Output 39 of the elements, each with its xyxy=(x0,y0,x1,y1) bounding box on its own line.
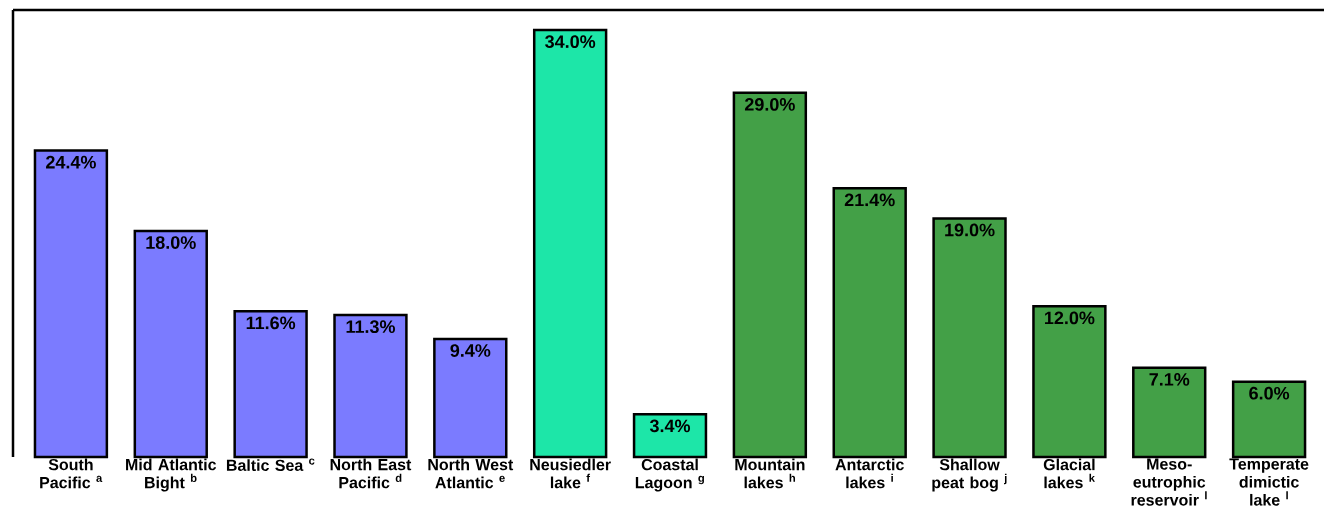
data-label: 11.3% xyxy=(346,320,395,334)
data-label: 9.4% xyxy=(450,344,491,357)
x-tick-label: Coastal Lagoon $^{g}$ xyxy=(635,458,704,492)
data-label: 29.0% xyxy=(744,98,795,111)
bar xyxy=(1231,380,1307,459)
x-tick-label: Glacial lakes $^{k}$ xyxy=(1043,458,1095,489)
bar xyxy=(732,91,808,459)
x-tick-label: Temperate dimictic lake $^{l}$ xyxy=(1229,458,1309,506)
bar xyxy=(333,313,408,459)
bar xyxy=(1132,366,1207,459)
x-tick-label: Meso-eutrophic reservoir $^{l}$ xyxy=(1131,458,1207,506)
x-tick-label: North West Atlantic $^{e}$ xyxy=(428,458,514,489)
bar xyxy=(532,28,608,459)
data-label: 6.0% xyxy=(1249,386,1290,400)
data-label: 3.4% xyxy=(649,419,691,433)
bar xyxy=(832,187,907,459)
data-label: 18.0% xyxy=(146,236,196,249)
data-label: 34.0% xyxy=(545,35,596,49)
data-label: 12.0% xyxy=(1045,311,1095,325)
bar xyxy=(1032,305,1107,459)
bar xyxy=(632,413,708,459)
bar xyxy=(433,337,508,459)
data-label: 24.4% xyxy=(46,155,96,169)
x-tick-label: Neusiedler lake $^{f}$ xyxy=(530,458,611,489)
x-tick-label: Baltic Sea $^{c}$ xyxy=(226,458,315,471)
x-tick-label: North East Pacific $^{d}$ xyxy=(330,458,412,489)
data-label: 21.4% xyxy=(844,193,895,207)
x-tick-label: Shallow peat bog $^{j}$ xyxy=(932,458,1007,492)
x-tick-label: Mountain lakes $^{h}$ xyxy=(735,458,805,489)
x-tick-label: South Pacific $^{a}$ xyxy=(40,458,103,489)
bar xyxy=(932,217,1007,459)
bar xyxy=(33,149,109,459)
x-tick-label: Antarctic lakes $^{i}$ xyxy=(835,458,904,489)
bar xyxy=(233,310,308,459)
x-tick-label: Mid Atlantic Bight $^{b}$ xyxy=(126,458,217,492)
data-label: 19.0% xyxy=(945,223,995,237)
data-label: 7.1% xyxy=(1149,373,1190,386)
bar xyxy=(133,229,208,459)
data-label: 11.6% xyxy=(246,316,296,330)
